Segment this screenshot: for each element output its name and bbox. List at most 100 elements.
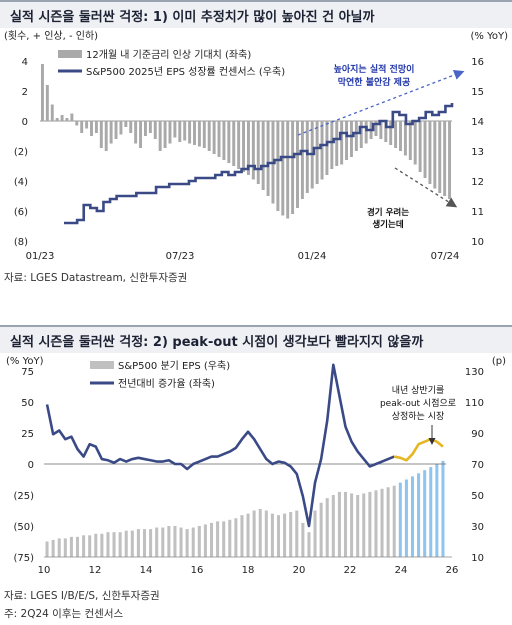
chart2-bar (404, 479, 408, 557)
chart1-legend-swatch-bar (58, 50, 82, 58)
chart2-bar (136, 529, 140, 557)
chart1-x-tick-label: 07/24 (431, 251, 460, 262)
chart1-source: 자료: LGES Datastream, 신한투자증권 (4, 272, 188, 284)
chart1-bar (418, 121, 422, 172)
chart1-annotation-2-line2: 생기는데 (372, 219, 403, 230)
chart2-bar (112, 532, 116, 557)
chart2-bar (368, 491, 372, 557)
chart1-bar (45, 85, 49, 121)
chart1-bar (428, 121, 432, 184)
chart2-bar (380, 488, 384, 557)
chart1-bar (413, 121, 417, 165)
chart2-bar (398, 482, 402, 557)
chart1-bar (364, 121, 368, 144)
chart2-left-tick-label: 50 (21, 398, 34, 409)
chart2-left-tick-label: 0 (28, 460, 34, 471)
chart1-bar (379, 121, 383, 139)
chart1-bar (403, 121, 407, 156)
chart1-bar (134, 121, 138, 144)
chart2-bar (283, 513, 287, 557)
chart1-bar (158, 121, 162, 151)
chart1-right-tick-label: 15 (471, 87, 484, 98)
chart2-x-tick-label: 16 (191, 565, 204, 576)
chart1-x-tick-label: 07/23 (166, 251, 195, 262)
chart1-bar (227, 121, 231, 163)
chart2-bar (343, 491, 348, 557)
chart1-bar (148, 121, 152, 133)
chart1-bar (212, 121, 216, 154)
chart2-bar (161, 527, 165, 557)
chart1-annotation-2-line1: 경기 우려는 (367, 207, 409, 218)
chart1-bar (237, 121, 241, 169)
chart1: (횟수, + 인상, - 인하) (% YoY) 4 2 0 (2) (4) (6) (8)… (4, 29, 508, 262)
chart1-bar (202, 121, 206, 148)
chart1-bar (60, 115, 64, 121)
chart2-bar (295, 510, 299, 557)
chart1-annotation-1-line1: 높아지는 실적 전망이 (334, 63, 415, 75)
chart2-bar (417, 473, 421, 557)
chart1-right-tick-label: 14 (471, 117, 484, 128)
chart1-bar (448, 121, 452, 199)
chart1-bar (193, 121, 196, 145)
chart2-bar (423, 470, 427, 557)
chart1-bar (65, 118, 69, 121)
chart2-bar (100, 533, 104, 557)
chart1-bar (114, 121, 118, 139)
chart2-title-bar: 실적 시즌을 둘러싼 걱정: 2) peak-out 시점이 생각보다 빨라지지… (0, 325, 512, 353)
chart2-bar (216, 521, 220, 557)
chart1-bar (119, 121, 123, 135)
chart1-bar (438, 121, 442, 193)
chart2-right-tick-label: 110 (465, 398, 484, 409)
chart2-bar (234, 518, 238, 557)
chart1-legend-label-line: S&P500 2025년 EPS 성장률 컨센서스 (우축) (86, 66, 285, 78)
chart2-left-tick-label: (75) (13, 553, 34, 564)
chart1-right-tick-label: 16 (471, 57, 484, 68)
chart1-bar (104, 121, 108, 151)
chart2-bar (118, 532, 122, 557)
chart2-title: 실적 시즌을 둘러싼 걱정: 2) peak-out 시점이 생각보다 빨라지지… (10, 335, 424, 350)
chart1-left-axis-label: (횟수, + 인상, - 인하) (4, 29, 98, 42)
chart2-bar (319, 502, 323, 557)
chart2-right-tick-label: 30 (471, 522, 484, 533)
chart1-bar (207, 121, 211, 151)
chart2-note: 주: 2Q24 이후는 컨센서스 (4, 608, 124, 620)
chart2-legend-label-bar: S&P500 분기 EPS (우축) (118, 360, 230, 372)
chart1-bar (266, 121, 270, 196)
chart1-bar (178, 121, 182, 142)
chart1-bar (394, 121, 398, 148)
chart1-right-tick-label: 10 (471, 237, 484, 248)
chart2-left-tick-label: (25) (13, 491, 34, 502)
chart1-bar (335, 121, 339, 166)
chart1-bar (232, 121, 236, 166)
chart2-annotation-line3: 상정하는 시장 (392, 411, 445, 422)
chart2-bar (51, 539, 55, 557)
chart2-bar (173, 526, 177, 557)
chart2-bar (313, 510, 317, 557)
chart2-right-tick-label: 70 (471, 460, 484, 471)
chart2-x-tick-label: 22 (344, 565, 357, 576)
chart2-legend-swatch-bar (90, 361, 114, 369)
chart2-bar (130, 530, 134, 557)
chart2-yoy-line-forecast (393, 437, 444, 462)
chart1-left-tick-label: (8) (14, 237, 28, 248)
chart1-bar (90, 121, 93, 136)
chart2-bar (155, 527, 159, 557)
chart1-bar (281, 121, 285, 216)
chart1-annotation-1-line2: 막연한 불안감 제공 (338, 76, 411, 88)
chart2-annotation-line2: peak-out 시점으로 (380, 397, 456, 409)
chart2-right-tick-label: 50 (471, 491, 484, 502)
chart2-bar (392, 485, 396, 557)
chart2-bar (88, 535, 92, 557)
chart2-bar (179, 527, 183, 557)
chart2-bar (142, 529, 147, 557)
chart2-bar (191, 527, 195, 557)
chart2-bar (94, 533, 98, 557)
chart1-bar (109, 121, 113, 144)
chart2-bar (149, 529, 153, 557)
chart1-bar (139, 121, 143, 148)
chart1-bar (251, 121, 255, 180)
chart1-bar (246, 121, 250, 175)
chart2-bar (124, 530, 128, 557)
chart1-bar (70, 113, 74, 121)
chart1-bar (423, 121, 427, 178)
